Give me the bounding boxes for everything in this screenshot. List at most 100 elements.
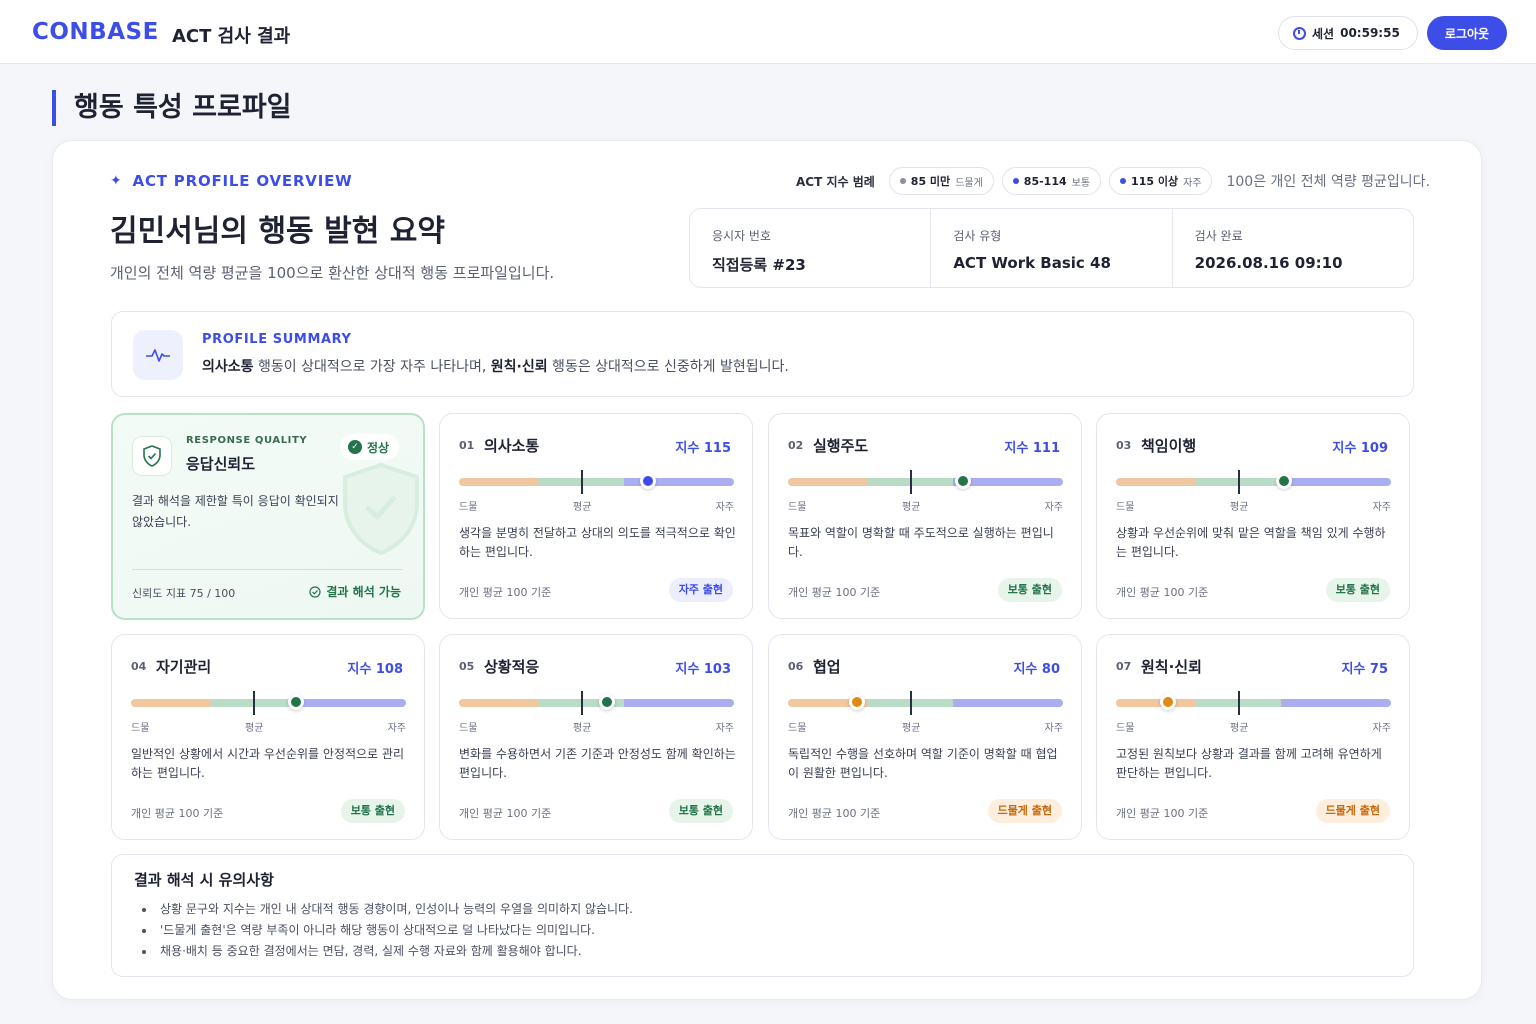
trait-baseline: 개인 평균 100 기준 bbox=[1116, 586, 1209, 599]
shield-icon bbox=[132, 436, 172, 476]
divider bbox=[132, 569, 402, 570]
trait-description: 목표와 역할이 명확할 때 주도적으로 실행하는 편입니다. bbox=[788, 526, 1054, 559]
trait-score: 지수 75 bbox=[1341, 662, 1388, 677]
frequency-badge: 드물게 출현 bbox=[1315, 799, 1390, 823]
quality-description: 결과 해석을 제한할 특이 응답이 확인되지 않았습니다. bbox=[132, 494, 339, 529]
trait-scale-bar bbox=[1116, 470, 1391, 494]
legend-note: 100은 개인 전체 역량 평균입니다. bbox=[1226, 174, 1431, 190]
scale-mid-label: 평균 bbox=[1230, 723, 1249, 734]
info-value: 직접등록 #23 bbox=[712, 256, 806, 274]
sparkle-icon: ✦ bbox=[110, 173, 123, 189]
trait-card[interactable]: 03 책임이행 지수 109 드물 평균 자주 상황과 우선순위에 맞춰 맡은 역할을 책임… bbox=[1096, 413, 1410, 619]
exam-info: 응시자 번호 직접등록 #23 검사 유형 ACT Work Basic 48 … bbox=[689, 208, 1414, 288]
note-item: '드물게 출현'은 역량 부족이 아니라 해당 행동이 상대적으로 덜 나타났다… bbox=[142, 920, 633, 941]
average-marker bbox=[910, 470, 912, 494]
trait-card[interactable]: 02 실행주도 지수 111 드물 평균 자주 목표와 역할이 명확할 때 주도적으로 실행… bbox=[768, 413, 1082, 619]
trait-name: 원칙·신뢰 bbox=[1141, 658, 1202, 676]
summary-label: PROFILE SUMMARY bbox=[202, 332, 352, 347]
quality-title: 응답신뢰도 bbox=[186, 455, 256, 473]
score-marker bbox=[848, 694, 865, 710]
scale-high-label: 자주 bbox=[1372, 723, 1391, 734]
legend-chip-range: 85-114 bbox=[1023, 174, 1067, 188]
response-quality-card: RESPONSE QUALITY 응답신뢰도 ✓ 정상 결과 해석을 제한할 특… bbox=[111, 413, 425, 620]
trait-score: 지수 108 bbox=[347, 662, 403, 677]
profile-summary: PROFILE SUMMARY 의사소통 행동이 상대적으로 가장 자주 나타나… bbox=[111, 311, 1414, 397]
trait-index: 02 bbox=[788, 439, 804, 452]
trait-score: 지수 109 bbox=[1332, 441, 1388, 456]
trait-scale-bar bbox=[459, 691, 734, 715]
trait-description: 상황과 우선순위에 맞춰 맡은 역할을 책임 있게 수행하는 편입니다. bbox=[1116, 526, 1386, 559]
legend-dot bbox=[899, 178, 906, 184]
scale-mid-label: 평균 bbox=[902, 723, 921, 734]
brand-logo[interactable]: CONBASE bbox=[32, 19, 159, 45]
summary-highlight-top: 의사소통 bbox=[202, 359, 254, 375]
legend-chip-word: 자주 bbox=[1183, 177, 1202, 189]
trait-scale-bar bbox=[459, 470, 734, 494]
legend-chip-word: 보통 bbox=[1071, 177, 1091, 189]
trait-baseline: 개인 평균 100 기준 bbox=[1116, 807, 1209, 820]
quality-label: RESPONSE QUALITY bbox=[186, 435, 308, 446]
overview-label: ✦ ACT PROFILE OVERVIEW bbox=[110, 172, 353, 190]
trait-baseline: 개인 평균 100 기준 bbox=[788, 586, 881, 599]
info-key: 응시자 번호 bbox=[712, 229, 772, 243]
summary-text-part: 행동이 상대적으로 가장 자주 나타나며, bbox=[253, 359, 491, 375]
score-marker bbox=[288, 694, 304, 710]
summary-text: 의사소통 행동이 상대적으로 가장 자주 나타나며, 원칙·신뢰 행동은 상대적… bbox=[202, 356, 789, 376]
legend-dot bbox=[1012, 178, 1019, 184]
trait-baseline: 개인 평균 100 기준 bbox=[459, 586, 552, 599]
average-marker bbox=[1238, 470, 1240, 494]
scale-low-label: 드물 bbox=[131, 723, 150, 734]
legend-chip-high: 115 이상 자주 bbox=[1109, 167, 1213, 195]
trait-scale-bar bbox=[788, 691, 1063, 715]
scale-low-label: 드물 bbox=[1116, 723, 1135, 734]
score-marker bbox=[598, 694, 615, 710]
notes-list: 상황 문구와 지수는 개인 내 상대적 행동 경향이며, 인성이나 능력의 우열… bbox=[142, 899, 633, 962]
trait-card[interactable]: 05 상황적응 지수 103 드물 평균 자주 변화를 수용하면서 기존 기준과 안정성도 … bbox=[439, 634, 753, 840]
frequency-badge: 보통 출현 bbox=[668, 799, 733, 823]
scale-high-label: 자주 bbox=[387, 723, 406, 734]
trait-description: 변화를 수용하면서 기존 기준과 안정성도 함께 확인하는 편입니다. bbox=[459, 747, 736, 780]
session-label: 세션 bbox=[1312, 26, 1335, 41]
scale-low-label: 드물 bbox=[788, 723, 807, 734]
trait-description: 일반적인 상황에서 시간과 우선순위를 안정적으로 관리하는 편입니다. bbox=[131, 747, 404, 780]
logout-button[interactable]: 로그아웃 bbox=[1427, 16, 1507, 50]
frequency-badge: 보통 출현 bbox=[340, 799, 405, 823]
hero-subtitle: 개인의 전체 역량 평균을 100으로 환산한 상대적 행동 프로파일입니다. bbox=[110, 264, 555, 282]
overview-label-text: ACT PROFILE OVERVIEW bbox=[132, 172, 353, 190]
trait-name: 책임이행 bbox=[1141, 437, 1197, 455]
shield-watermark-icon bbox=[339, 461, 423, 561]
trait-baseline: 개인 평균 100 기준 bbox=[131, 807, 224, 820]
score-marker bbox=[1159, 694, 1176, 710]
summary-text-part: 행동은 상대적으로 신중하게 발현됩니다. bbox=[547, 359, 789, 375]
trait-card[interactable]: 06 협업 지수 80 드물 평균 자주 독립적인 수행을 선호하며 역할 기준이 명확할 … bbox=[768, 634, 1082, 840]
scale-mid-label: 평균 bbox=[1230, 502, 1249, 513]
trait-description: 고정된 원칙보다 상황과 결과를 함께 고려해 유연하게 판단하는 편입니다. bbox=[1116, 747, 1382, 780]
quality-status-badge: ✓ 정상 bbox=[340, 434, 400, 460]
trait-index: 07 bbox=[1116, 660, 1132, 673]
legend-chip-low: 85 미만 드물게 bbox=[888, 167, 994, 195]
trait-card[interactable]: 04 자기관리 지수 108 드물 평균 자주 일반적인 상황에서 시간과 우선순위를 안정… bbox=[111, 634, 425, 840]
interpretation-status: 결과 해석 가능 bbox=[309, 583, 401, 600]
info-completed: 검사 완료 2026.08.16 09:10 bbox=[1173, 209, 1413, 287]
summary-highlight-low: 원칙·신뢰 bbox=[490, 359, 548, 375]
reliability-metric: 신뢰도 지표 75 / 100 bbox=[132, 587, 236, 600]
trait-name: 상황적응 bbox=[484, 658, 540, 676]
trait-description: 생각을 분명히 전달하고 상대의 의도를 적극적으로 확인하는 편입니다. bbox=[459, 526, 736, 559]
scale-high-label: 자주 bbox=[1044, 502, 1063, 513]
average-marker bbox=[1238, 691, 1240, 715]
trait-index: 04 bbox=[131, 660, 147, 673]
trait-baseline: 개인 평균 100 기준 bbox=[788, 807, 881, 820]
trait-card[interactable]: 01 의사소통 지수 115 드물 평균 자주 생각을 분명히 전달하고 상대의 의도를 적… bbox=[439, 413, 753, 619]
scale-low-label: 드물 bbox=[459, 723, 478, 734]
note-item: 채용·배치 등 중요한 결정에서는 면담, 경력, 실제 수행 자료와 함께 활… bbox=[142, 941, 633, 962]
info-value: ACT Work Basic 48 bbox=[953, 254, 1111, 272]
frequency-badge: 자주 출현 bbox=[668, 578, 733, 602]
trait-index: 05 bbox=[459, 660, 475, 673]
legend-chip-range: 115 이상 bbox=[1131, 175, 1179, 188]
interpretation-notes: 결과 해석 시 유의사항 상황 문구와 지수는 개인 내 상대적 행동 경향이며… bbox=[111, 854, 1414, 977]
trait-scale-bar bbox=[788, 470, 1063, 494]
frequency-badge: 보통 출현 bbox=[997, 578, 1062, 602]
scale-high-label: 자주 bbox=[1044, 723, 1063, 734]
info-candidate: 응시자 번호 직접등록 #23 bbox=[690, 209, 932, 287]
